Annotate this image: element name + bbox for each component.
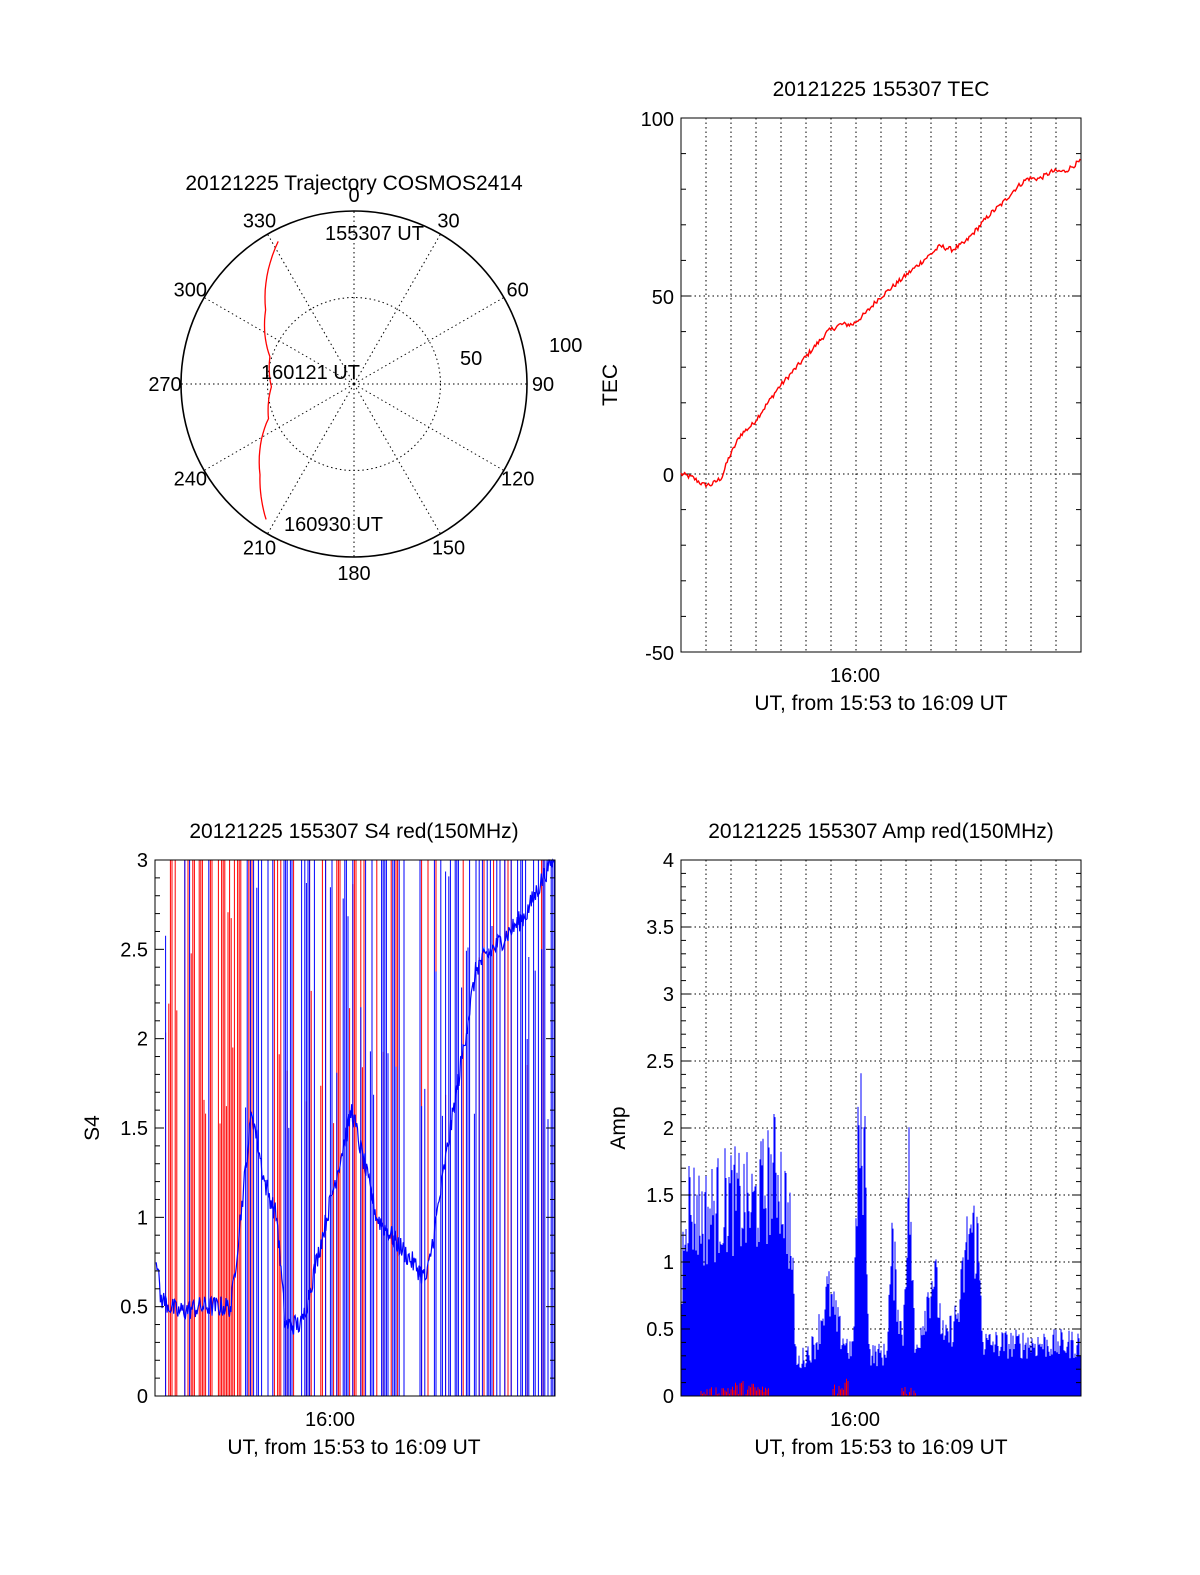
s4-ytick-0.5: 0.5 <box>120 1297 148 1319</box>
s4-xtick-1600: 16:00 <box>305 1409 355 1431</box>
amp-y-axis-label: Amp <box>607 1106 630 1149</box>
tec-plot-frame <box>680 117 1082 653</box>
trajectory-end-label: 160930 UT <box>284 514 383 536</box>
s4-ytick-0: 0 <box>137 1386 148 1408</box>
polar-azimuth-tick-240: 240 <box>174 469 207 491</box>
polar-spoke-330 <box>267 233 355 385</box>
polar-azimuth-tick-90: 90 <box>532 374 554 396</box>
tec-y-axis-label: TEC <box>599 364 622 406</box>
s4-blue-series <box>165 860 555 1396</box>
amp-title: 20121225 155307 Amp red(150MHz) <box>708 820 1054 843</box>
polar-grid <box>180 210 528 558</box>
tec-ytick-50: 50 <box>652 287 674 309</box>
amp-xtick-1600: 16:00 <box>830 1409 880 1431</box>
amp-ytick-1.5: 1.5 <box>646 1185 674 1207</box>
polar-spoke-120 <box>353 383 505 471</box>
s4-minor-ticks <box>155 859 555 1397</box>
polar-azimuth-tick-180: 180 <box>337 563 370 585</box>
amp-ytick-4: 4 <box>663 850 674 872</box>
amp-ytick-2.5: 2.5 <box>646 1051 674 1073</box>
amp-ytick-3: 3 <box>663 984 674 1006</box>
amp-ytick-1: 1 <box>663 1252 674 1274</box>
polar-azimuth-tick-150: 150 <box>432 538 465 560</box>
polar-azimuth-tick-330: 330 <box>243 210 276 232</box>
polar-azimuth-tick-30: 30 <box>437 210 459 232</box>
polar-azimuth-tick-120: 120 <box>501 469 534 491</box>
trajectory-start-label: 155307 UT <box>325 223 424 245</box>
tec-minor-ticks <box>681 117 1081 653</box>
tec-panel: 20121225 155307 TEC 100 50 0 -50 16:00 U… <box>599 78 1082 715</box>
s4-ytick-1.5: 1.5 <box>120 1118 148 1140</box>
amp-ytick-2: 2 <box>663 1118 674 1140</box>
polar-radial-tick-100: 100 <box>549 335 582 357</box>
polar-trajectory-line <box>258 241 279 520</box>
tec-title: 20121225 155307 TEC <box>773 78 990 101</box>
polar-spoke-30 <box>353 233 441 385</box>
polar-spoke-60 <box>353 297 505 385</box>
polar-azimuth-tick-60: 60 <box>507 280 529 302</box>
s4-ytick-2.5: 2.5 <box>120 939 148 961</box>
tec-ytick-0: 0 <box>663 465 674 487</box>
polar-azimuth-tick-210: 210 <box>243 538 276 560</box>
amp-x-axis-label: UT, from 15:53 to 16:09 UT <box>754 1436 1007 1459</box>
s4-y-ticks: 3 2.5 2 1.5 1 0.5 0 <box>120 850 148 1408</box>
polar-spoke-210 <box>267 383 355 535</box>
amp-red-series <box>700 1378 916 1396</box>
polar-radial-tick-50: 50 <box>460 348 482 370</box>
amp-y-ticks: 4 3.5 3 2.5 2 1.5 1 0.5 0 <box>646 850 674 1408</box>
polar-spoke-300 <box>203 297 355 385</box>
tec-series-line <box>680 158 1081 489</box>
tec-ytick-minus50: -50 <box>645 643 674 665</box>
s4-ytick-1: 1 <box>137 1207 148 1229</box>
s4-ytick-2: 2 <box>137 1029 148 1051</box>
s4-panel: 20121225 155307 S4 red(150MHz) 3 2.5 2 1.5 1… <box>81 820 556 1459</box>
amp-minor-ticks <box>681 859 1081 1397</box>
amp-ytick-0: 0 <box>663 1386 674 1408</box>
tec-ytick-100: 100 <box>641 109 674 131</box>
amp-ytick-0.5: 0.5 <box>646 1319 674 1341</box>
polar-outer-ring <box>180 210 528 558</box>
s4-blue-trace <box>155 858 556 1335</box>
amp-panel: 20121225 155307 Amp red(150MHz) 4 3.5 3 2.5… <box>607 820 1082 1459</box>
s4-ytick-3: 3 <box>137 850 148 872</box>
s4-plot-frame <box>154 859 556 1397</box>
trajectory-mid-label: 160121 UT <box>261 362 360 384</box>
polar-azimuth-tick-270: 270 <box>148 374 181 396</box>
tec-xtick-1600: 16:00 <box>830 665 880 687</box>
polar-spoke-150 <box>353 383 441 535</box>
polar-panel: 20121225 Trajectory COSMOS2414 0 30 60 90 12… <box>148 172 582 585</box>
s4-title: 20121225 155307 S4 red(150MHz) <box>189 820 518 843</box>
polar-azimuth-tick-300: 300 <box>174 280 207 302</box>
polar-spoke-240 <box>203 383 355 471</box>
s4-x-axis-label: UT, from 15:53 to 16:09 UT <box>227 1436 480 1459</box>
s4-y-axis-label: S4 <box>81 1115 104 1141</box>
polar-azimuth-tick-0: 0 <box>348 185 359 207</box>
polar-title: 20121225 Trajectory COSMOS2414 <box>185 172 523 195</box>
amp-blue-series <box>681 1073 1081 1396</box>
polar-azimuth-ticks: 0 30 60 90 120 150 180 210 240 270 300 330 <box>148 185 554 585</box>
tec-grid <box>681 118 1081 652</box>
tec-x-axis-label: UT, from 15:53 to 16:09 UT <box>754 692 1007 715</box>
amp-ytick-3.5: 3.5 <box>646 917 674 939</box>
